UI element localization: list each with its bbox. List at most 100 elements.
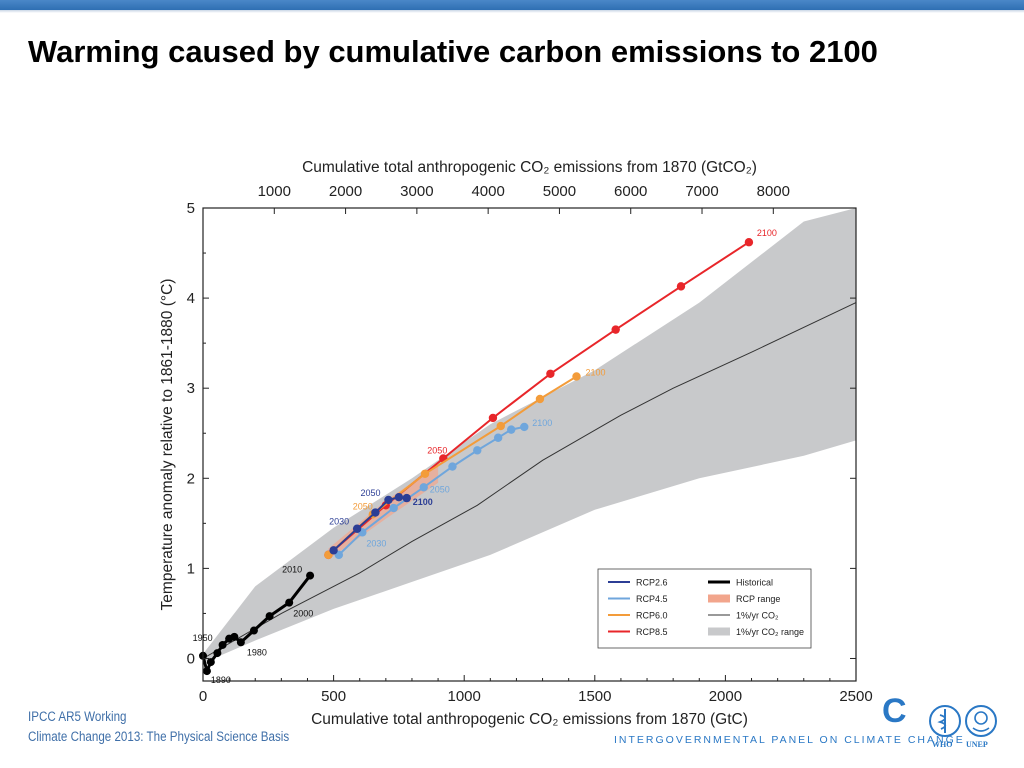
rcp6-0-year-label: 2100 bbox=[586, 367, 606, 377]
historical-point bbox=[236, 638, 245, 647]
slide-top-bar-shadow bbox=[0, 10, 1024, 13]
legend-swatch-1-yr-co-range bbox=[708, 627, 730, 636]
point-labels: 2050 2100 2050 2100 2030 2050 2100 2030 2050 2100… bbox=[193, 228, 777, 685]
top-x-tick-label: 5000 bbox=[543, 183, 576, 200]
unep-logo-icon bbox=[965, 705, 997, 737]
rcp2-6-year-label: 2030 bbox=[329, 517, 349, 527]
y-tick-label: 0 bbox=[187, 650, 195, 667]
top-x-axis-title: Cumulative total anthropogenic CO₂ emiss… bbox=[302, 159, 757, 176]
x-tick-label: 500 bbox=[321, 688, 346, 705]
axes: 0 500 1000 1500 2000 2500 0 1 2 3 4 5 1000 2000 3000 40… bbox=[159, 159, 873, 728]
y-tick-label: 1 bbox=[187, 560, 195, 577]
legend-box bbox=[597, 568, 812, 649]
rcp2-6-point bbox=[394, 493, 404, 502]
rcp6-0-point bbox=[496, 421, 505, 431]
legend-label-1-yr-co-: 1%/yr CO₂ bbox=[736, 611, 779, 621]
top-x-tick-label: 3000 bbox=[400, 183, 433, 200]
y-tick-label: 3 bbox=[187, 380, 195, 397]
rcp8-5-point bbox=[546, 369, 555, 378]
rcp6-0-point bbox=[420, 469, 430, 478]
legend-label-rcp6-0: RCP6.0 bbox=[636, 611, 668, 621]
rcp4-5-point bbox=[419, 483, 428, 492]
rcp2-6-point bbox=[384, 495, 393, 505]
legend: RCP2.6 RCP4.5 RCP6.0 RCP8.5 Historical RCP ra… bbox=[597, 568, 812, 649]
rcp6-0-point bbox=[535, 394, 545, 404]
x-tick-label: 2000 bbox=[709, 688, 742, 705]
historical-point bbox=[202, 667, 211, 676]
rcp2-6-point bbox=[371, 508, 380, 517]
top-x-tick-label: 7000 bbox=[685, 183, 718, 200]
legend-label-historical: Historical bbox=[736, 578, 773, 588]
historical-point bbox=[306, 571, 315, 580]
rcp4-5-point bbox=[493, 433, 503, 442]
series-lines bbox=[199, 238, 857, 676]
x-tick-label: 2500 bbox=[839, 688, 872, 705]
y-tick-label: 5 bbox=[187, 200, 195, 217]
rcp8-5-year-label: 2050 bbox=[427, 445, 447, 455]
footer-working-group: IPCC AR5 Working bbox=[28, 709, 127, 724]
historical-point bbox=[249, 626, 258, 635]
rcp2-6-year-label: 2100 bbox=[413, 497, 433, 507]
plot-frame bbox=[202, 207, 857, 682]
legend-swatch-rcp-range bbox=[708, 594, 730, 603]
y-axis-title: Temperature anomaly relative to 1861-188… bbox=[159, 279, 176, 611]
who-logo-icon bbox=[929, 705, 961, 737]
legend-label-rcp8-5: RCP8.5 bbox=[636, 627, 668, 637]
x-tick-label: 1500 bbox=[578, 688, 611, 705]
rcp4-5-point bbox=[507, 425, 516, 434]
rcp2-6-point bbox=[352, 524, 362, 533]
rcp4-5-year-label: 2050 bbox=[430, 484, 450, 494]
rcp8-5-point bbox=[488, 413, 498, 423]
who-label: WHO bbox=[932, 740, 953, 749]
legend-label-rcp4-5: RCP4.5 bbox=[636, 594, 668, 604]
historical-year-label: 1890 bbox=[211, 675, 231, 685]
rcp8-5-point bbox=[744, 238, 754, 247]
y-tick-label: 2 bbox=[187, 470, 195, 487]
historical-point bbox=[213, 649, 222, 658]
legend-label-1-yr-co-range: 1%/yr CO₂ range bbox=[736, 627, 804, 637]
historical-point bbox=[230, 632, 239, 641]
historical-point bbox=[218, 640, 227, 649]
historical-year-label: 1950 bbox=[193, 633, 213, 643]
rcp4-5-point bbox=[389, 503, 398, 513]
rcp4-5-point bbox=[520, 422, 529, 432]
rcp4-5-year-label: 2030 bbox=[366, 538, 386, 548]
ipcc-logo-mark: C bbox=[882, 692, 907, 730]
historical-point bbox=[265, 612, 274, 621]
rcp4-5-point bbox=[473, 446, 482, 455]
historical-point bbox=[206, 658, 215, 667]
range-bands bbox=[203, 208, 856, 663]
top-x-tick-label: 8000 bbox=[757, 183, 790, 200]
historical-point bbox=[285, 598, 294, 607]
unep-label: UNEP bbox=[966, 740, 988, 749]
rcp2-6-point bbox=[329, 546, 338, 555]
rcp-range-band bbox=[328, 464, 439, 560]
slide-title: Warming caused by cumulative carbon emis… bbox=[28, 34, 878, 69]
historical-year-label: 2000 bbox=[293, 609, 313, 619]
top-x-tick-label: 1000 bbox=[258, 183, 291, 200]
rcp8-5-year-label: 2100 bbox=[757, 228, 777, 238]
historical-year-label: 2010 bbox=[282, 565, 302, 575]
x-tick-label: 1000 bbox=[448, 688, 481, 705]
y-tick-label: 4 bbox=[187, 290, 195, 307]
top-x-tick-label: 6000 bbox=[614, 183, 647, 200]
rcp8-5-point bbox=[676, 282, 686, 291]
rcp4-5-year-label: 2100 bbox=[532, 418, 552, 428]
legend-label-rcp2-6: RCP2.6 bbox=[636, 578, 668, 588]
rcp2-6-year-label: 2050 bbox=[360, 488, 380, 498]
legend-label-rcp-range: RCP range bbox=[736, 594, 780, 604]
rcp4-5-point bbox=[448, 462, 457, 471]
ipcc-name: INTERGOVERNMENTAL PANEL ON CLIMATE CHANG… bbox=[614, 734, 965, 746]
rcp2-6-point bbox=[402, 493, 411, 503]
top-x-tick-label: 4000 bbox=[471, 183, 504, 200]
x-tick-label: 0 bbox=[199, 688, 207, 705]
rcp8-5-point bbox=[611, 325, 620, 334]
historical-year-label: 1980 bbox=[247, 647, 267, 657]
footer-report-title: Climate Change 2013: The Physical Scienc… bbox=[28, 729, 290, 744]
top-x-tick-label: 2000 bbox=[329, 183, 362, 200]
rcp6-0-year-label: 2050 bbox=[353, 501, 373, 511]
x-axis-title: Cumulative total anthropogenic CO₂ emiss… bbox=[311, 711, 748, 728]
one-percent-range-band bbox=[203, 208, 856, 663]
slide-top-bar bbox=[0, 0, 1024, 10]
